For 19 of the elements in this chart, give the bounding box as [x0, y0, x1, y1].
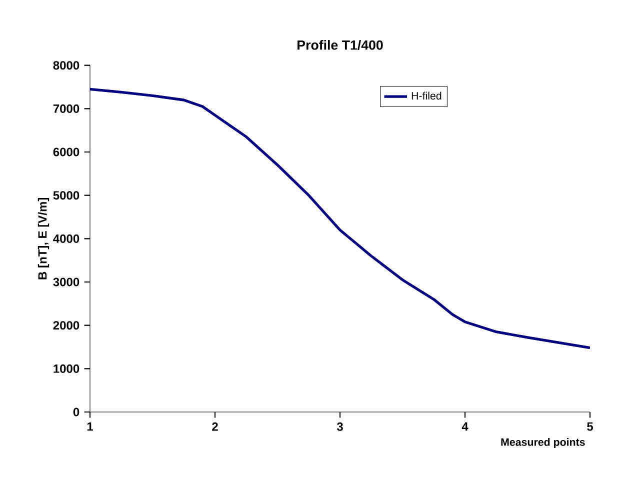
- x-tick-label: 2: [212, 422, 218, 431]
- y-tick-label: 3000: [53, 278, 80, 286]
- x-tick-label: 5: [587, 422, 594, 431]
- y-tick-label: 7000: [53, 104, 80, 113]
- y-tick-label: 6000: [53, 148, 80, 156]
- chart-title: Profile T1/400: [298, 40, 383, 50]
- y-axis-title: B [nT], E [V/m]: [38, 198, 50, 280]
- y-tick-label: 4000: [53, 234, 80, 243]
- legend-label: H-filed: [412, 92, 442, 100]
- y-tick-label: 2000: [53, 321, 80, 330]
- x-tick-label: 3: [336, 422, 343, 431]
- y-tick-label: 1000: [54, 364, 80, 373]
- x-axis-title: Measured points: [501, 438, 585, 448]
- y-tick-label: 0: [73, 408, 80, 416]
- y-tick-label: 5000: [53, 191, 80, 200]
- x-tick-label: 4: [462, 422, 468, 431]
- y-tick-label: 8000: [53, 61, 80, 70]
- x-tick-label: 1: [87, 422, 93, 431]
- line-series: [90, 88, 590, 350]
